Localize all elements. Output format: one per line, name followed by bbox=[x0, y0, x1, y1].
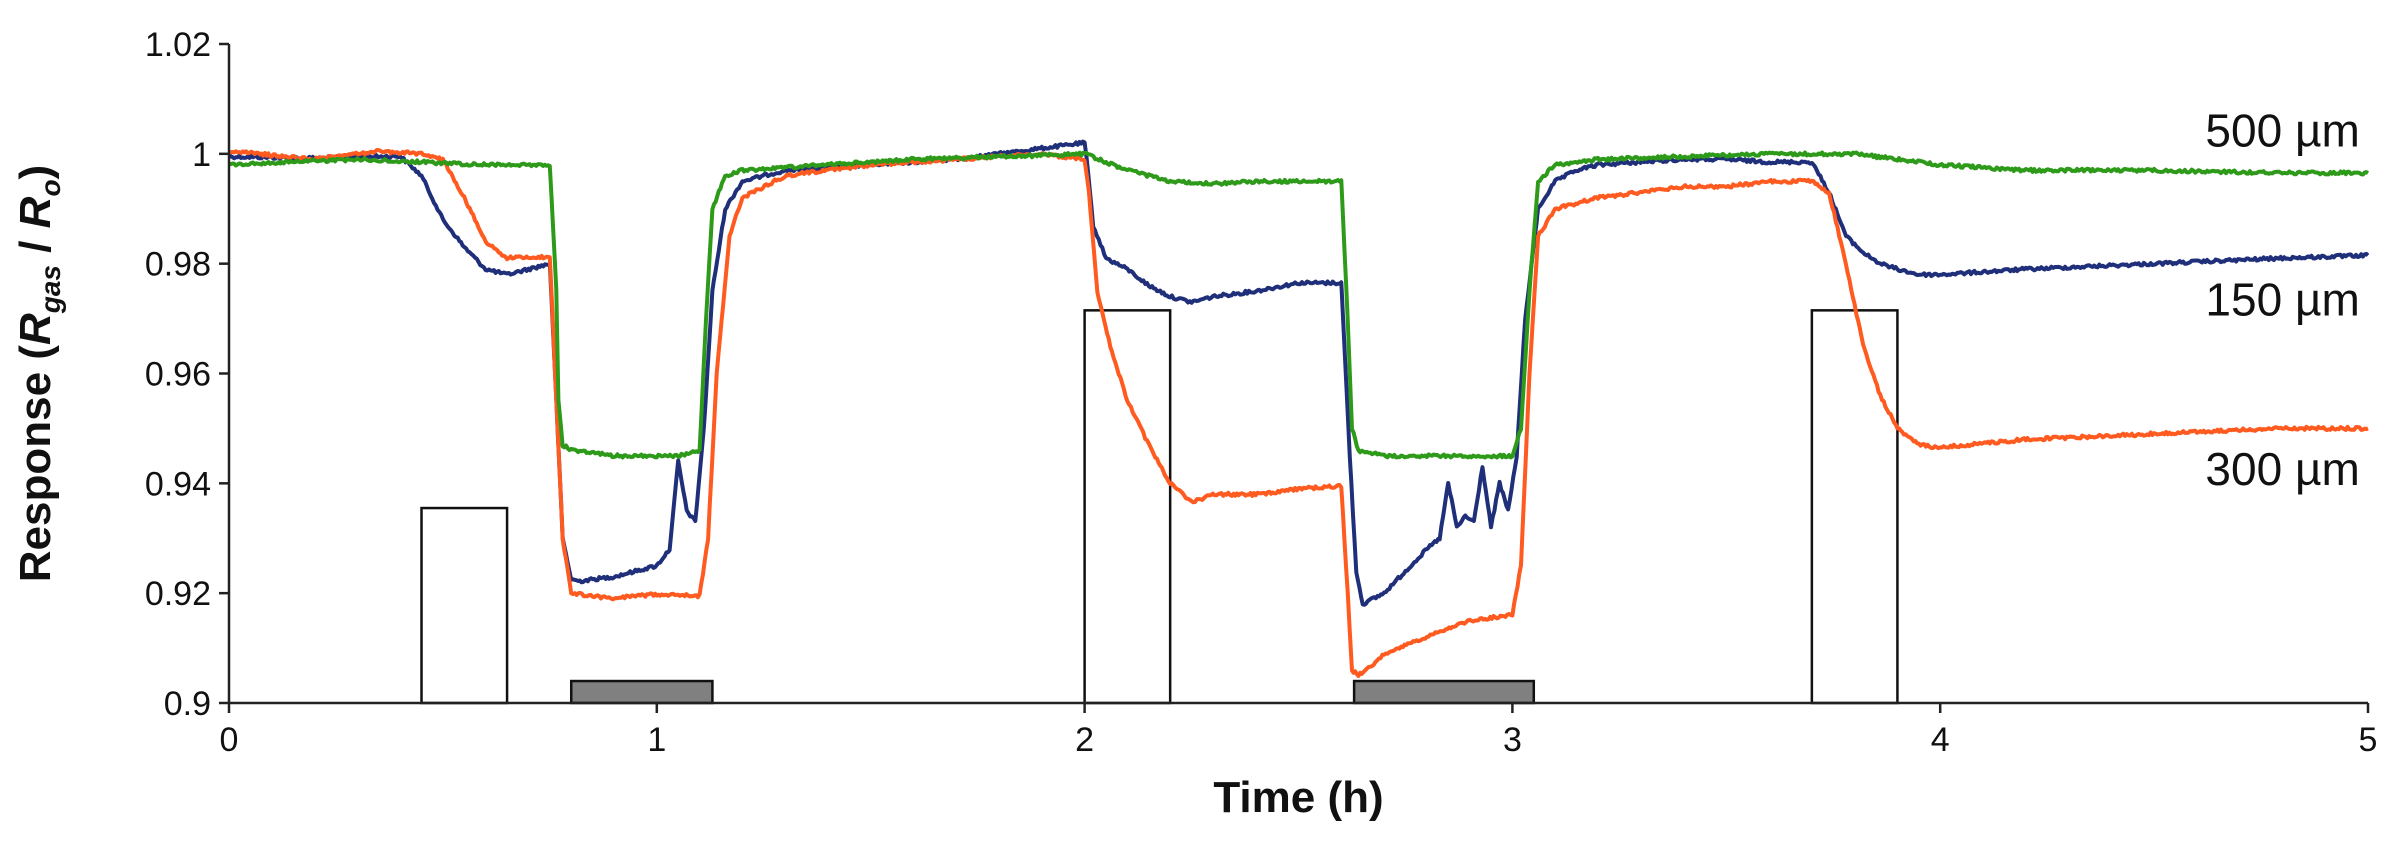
y-tick-label: 1 bbox=[192, 136, 211, 174]
x-tick-label: 5 bbox=[2359, 721, 2378, 759]
exposure-bars bbox=[420, 309, 1899, 705]
series-label: 300 µm bbox=[2205, 443, 2359, 495]
y-tick-label: 0.96 bbox=[145, 356, 211, 394]
y-tick-label: 0.94 bbox=[145, 465, 211, 503]
y-title-prefix: Response ( bbox=[11, 345, 60, 583]
exposure-bar-open bbox=[1810, 309, 1899, 705]
series-line bbox=[228, 150, 2370, 460]
x-tick-label: 1 bbox=[647, 721, 666, 759]
series-line bbox=[227, 139, 2370, 607]
y-tick-label: 1.02 bbox=[145, 26, 211, 64]
y-axis-title: Response (Rgas / Ro) bbox=[11, 165, 66, 582]
series-lines bbox=[227, 139, 2370, 678]
x-axis-title: Time (h) bbox=[1213, 773, 1383, 822]
y-title-suffix: ) bbox=[11, 165, 60, 180]
exposure-bar-open bbox=[1083, 309, 1172, 705]
y-title-den: R bbox=[11, 196, 60, 228]
series-label: 150 µm bbox=[2205, 273, 2359, 325]
series-line bbox=[228, 148, 2369, 678]
y-tick-label: 0.98 bbox=[145, 246, 211, 284]
axes bbox=[227, 44, 2368, 705]
y-title-num: R bbox=[11, 313, 60, 345]
x-tick-label: 2 bbox=[1075, 721, 1094, 759]
x-tick-label: 3 bbox=[1503, 721, 1522, 759]
series-label: 500 µm bbox=[2205, 105, 2359, 157]
exposure-bar-open bbox=[420, 506, 509, 705]
x-tick-label: 0 bbox=[220, 721, 239, 759]
y-title-den-sub: o bbox=[35, 179, 66, 196]
exposure-bar-filled bbox=[1352, 679, 1536, 705]
y-title-num-sub: gas bbox=[35, 265, 66, 314]
ticks: 0.9 0.92 0.94 0.96 0.98 1 1.02 0 1 2 3 4 5 bbox=[145, 26, 2378, 759]
x-tick-label: 4 bbox=[1931, 721, 1950, 759]
y-tick-label: 0.9 bbox=[164, 685, 211, 723]
y-title-sep: / bbox=[11, 228, 60, 265]
exposure-bar-filled bbox=[569, 679, 714, 705]
series-labels: 150 µm 300 µm 500 µm bbox=[2205, 105, 2359, 495]
y-tick-label: 0.92 bbox=[145, 575, 211, 613]
